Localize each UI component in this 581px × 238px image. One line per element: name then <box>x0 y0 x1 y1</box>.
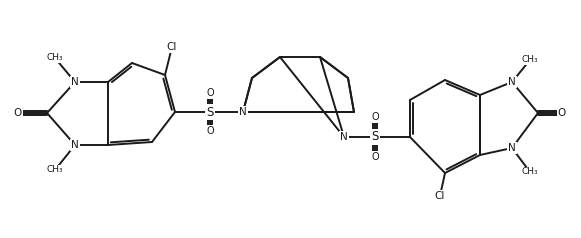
Text: N: N <box>508 77 516 87</box>
Text: O: O <box>14 108 22 118</box>
Text: N: N <box>340 132 348 142</box>
Text: N: N <box>508 143 516 153</box>
Text: Cl: Cl <box>167 42 177 52</box>
Text: N: N <box>71 77 79 87</box>
Text: O: O <box>371 112 379 122</box>
Text: CH₃: CH₃ <box>46 165 63 174</box>
Text: N: N <box>239 107 247 117</box>
Text: O: O <box>558 108 566 118</box>
Text: CH₃: CH₃ <box>522 55 539 64</box>
Text: O: O <box>206 126 214 136</box>
Text: CH₃: CH₃ <box>522 168 539 177</box>
Text: N: N <box>71 140 79 150</box>
Text: Cl: Cl <box>435 191 445 201</box>
Text: O: O <box>371 152 379 162</box>
Text: S: S <box>371 130 379 144</box>
Text: CH₃: CH₃ <box>46 54 63 63</box>
Text: S: S <box>206 105 214 119</box>
Text: O: O <box>206 88 214 98</box>
